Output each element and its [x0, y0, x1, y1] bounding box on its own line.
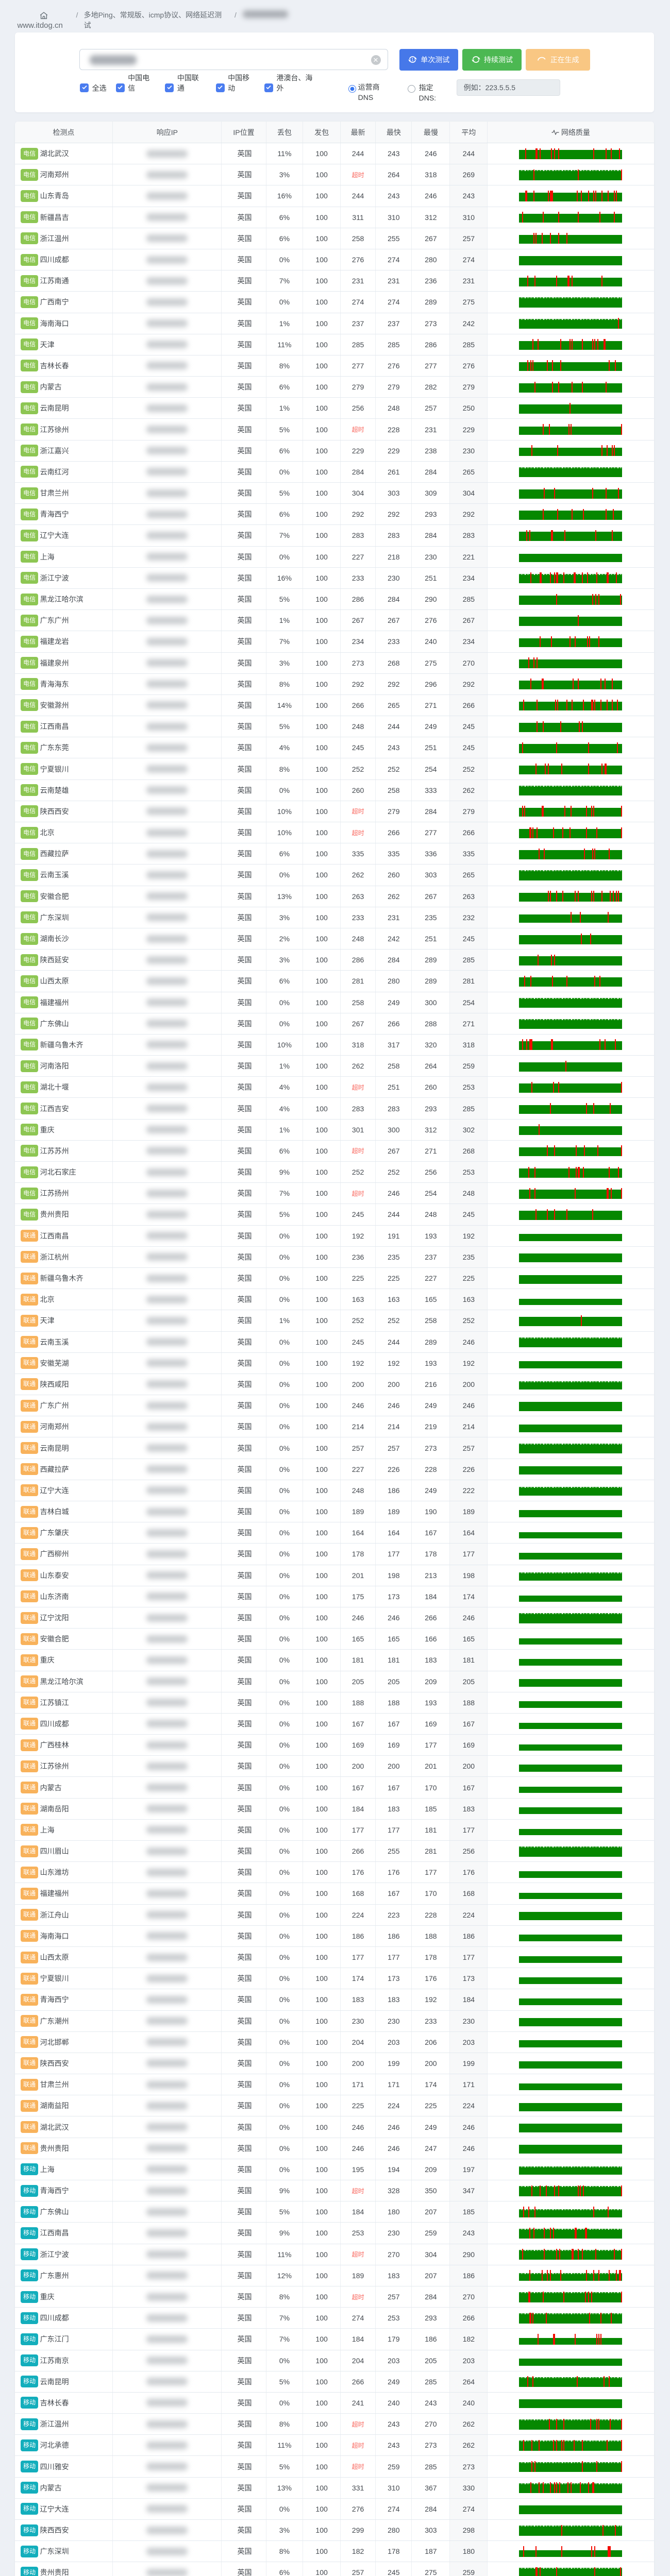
- svg-text:1: 1: [412, 58, 414, 62]
